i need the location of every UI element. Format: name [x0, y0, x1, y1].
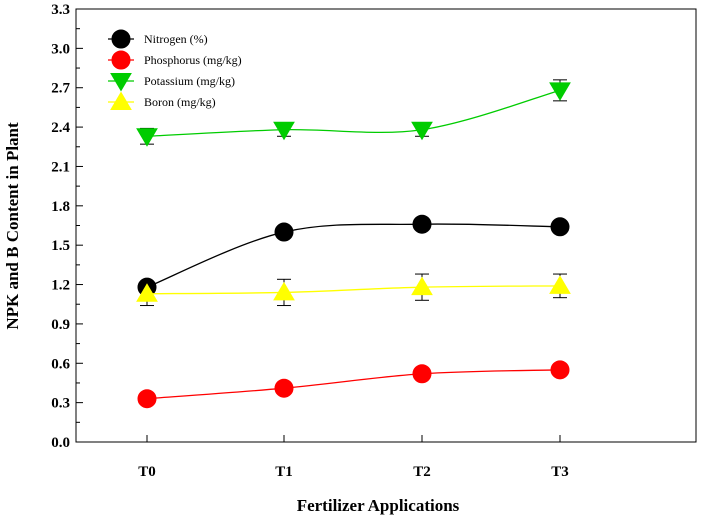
x-tick-label: T0: [138, 464, 156, 480]
data-point: [549, 82, 571, 101]
y-tick-label: 3.0: [51, 41, 70, 57]
y-axis-title: NPK and B Content in Plant: [3, 122, 22, 330]
y-tick-label: 0.0: [51, 435, 70, 451]
data-point: [550, 217, 570, 237]
data-point: [412, 364, 432, 384]
x-tick-label: T2: [413, 464, 431, 480]
series-layer: [136, 79, 571, 409]
y-tick-label: 1.5: [51, 238, 70, 254]
legend-marker: [110, 91, 132, 110]
y-tick-label: 0.6: [51, 356, 70, 372]
y-tick-label: 1.2: [51, 278, 70, 294]
data-point: [549, 275, 571, 294]
legend-marker: [111, 29, 131, 49]
series-0: [137, 214, 570, 297]
series-line: [146, 223, 561, 288]
series-1: [137, 360, 570, 409]
data-point: [136, 283, 158, 302]
legend: Nitrogen (%) Phosphorus (mg/kg) Potassium …: [108, 29, 242, 110]
legend-label: Nitrogen (%): [144, 32, 208, 46]
data-point: [411, 121, 433, 141]
series-line: [146, 89, 561, 137]
y-tick-label: 2.7: [51, 81, 70, 97]
legend-marker: [110, 73, 132, 92]
data-point: [550, 360, 570, 380]
legend-label: Potassium (mg/kg): [144, 74, 235, 88]
legend-marker: [111, 50, 131, 70]
data-point: [136, 128, 158, 147]
y-tick-label: 3.3: [51, 2, 70, 18]
y-tick-label: 1.8: [51, 199, 70, 215]
series-line: [146, 369, 561, 400]
legend-label: Phosphorus (mg/kg): [144, 53, 242, 67]
data-point: [274, 378, 294, 398]
x-tick-label: T1: [275, 464, 293, 480]
y-tick-label: 0.9: [51, 317, 70, 333]
y-tick-label: 2.4: [51, 120, 70, 136]
data-point: [412, 214, 432, 234]
data-point: [273, 121, 295, 141]
data-point: [274, 222, 294, 242]
data-point: [137, 389, 157, 409]
y-axis-ticks: 0.0 0.3 0.6 0.9 1.2 1.5 1.8 2.1 2.4 2.7 3.0 3.3: [51, 2, 83, 451]
series-2: [136, 79, 571, 147]
data-point: [411, 276, 433, 296]
series-3: [136, 273, 571, 307]
series-line: [146, 285, 561, 295]
x-axis-title: Fertilizer Applications: [297, 496, 460, 515]
data-point: [273, 281, 295, 301]
y-tick-label: 2.1: [51, 159, 70, 175]
x-axis-ticks: T0 T1 T2 T3: [138, 435, 569, 480]
legend-label: Boron (mg/kg): [144, 95, 216, 109]
y-tick-label: 0.3: [51, 396, 70, 412]
x-tick-label: T3: [551, 464, 569, 480]
